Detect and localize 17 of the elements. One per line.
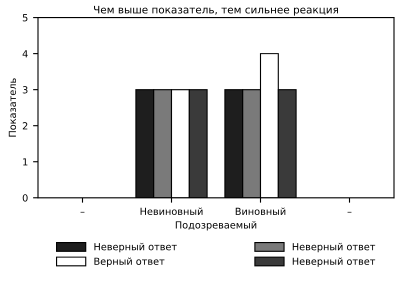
x-tick-label: –	[348, 212, 352, 213]
y-tick-label: 4	[22, 50, 28, 58]
x-tick-label: –	[80, 212, 84, 213]
y-tick-label: 3	[22, 86, 28, 94]
y-tick-label: 1	[23, 158, 28, 166]
x-axis-title: Подозреваемый	[176, 221, 256, 230]
legend-label: Верный ответ	[94, 257, 164, 267]
y-tick-label: 5	[22, 14, 28, 22]
legend-label: Неверный ответ	[292, 242, 376, 252]
x-tick-label: Невиновный	[140, 208, 202, 216]
legend-label: Неверный ответ	[292, 257, 376, 267]
x-tick-label: Виновный	[236, 208, 286, 216]
chart-title: Чем выше показатель, тем сильнее реакция	[94, 6, 338, 16]
y-axis-title: Показатель	[8, 78, 16, 137]
y-tick-label: 2	[22, 122, 28, 130]
legend-label: Неверный ответ	[94, 242, 177, 252]
y-tick-label: 0	[22, 194, 28, 202]
